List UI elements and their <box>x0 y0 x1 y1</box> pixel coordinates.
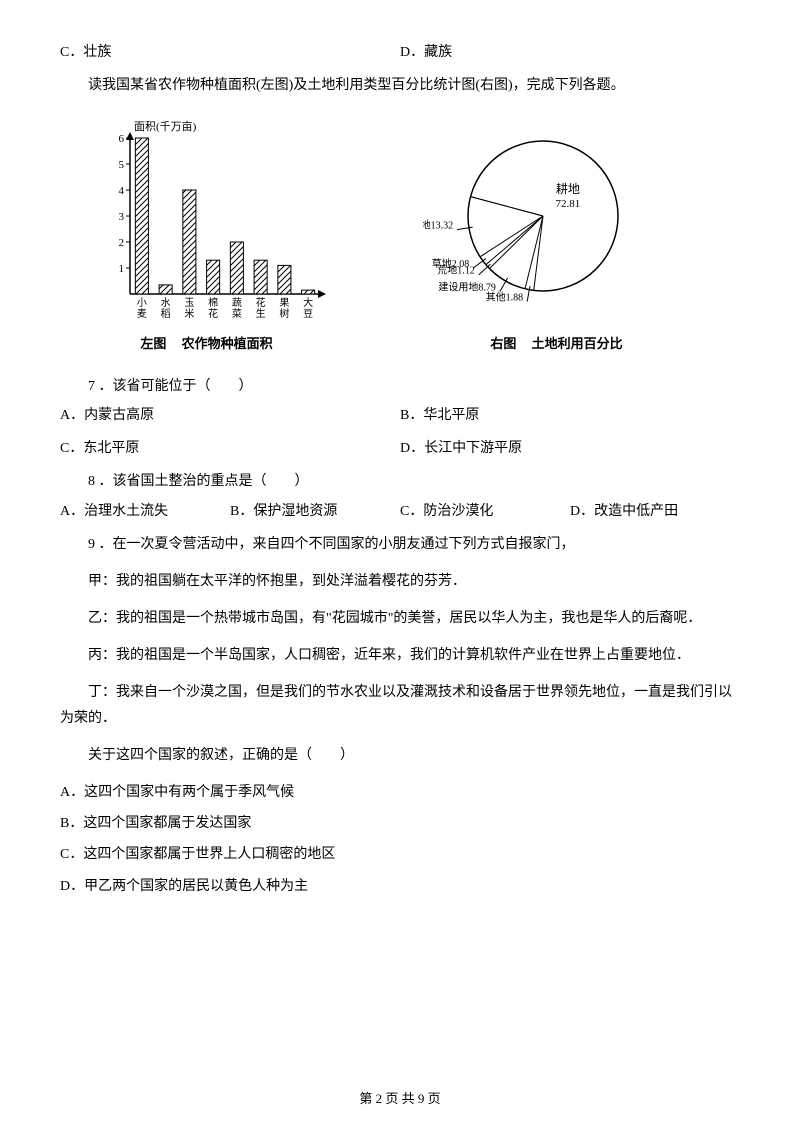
svg-text:豆: 豆 <box>303 308 313 320</box>
pie-chart-title: 右图 土地利用百分比 <box>490 332 634 355</box>
pie-chart: 耕地72.81其他1.88建设用地8.79荒地1.12草地2.08林地13.32 <box>423 116 703 326</box>
option-c: C．壮族 <box>60 40 400 65</box>
option-d: D．藏族 <box>400 40 740 65</box>
q8-c: C．防治沙漠化 <box>400 499 570 524</box>
svg-text:玉: 玉 <box>184 298 194 309</box>
svg-text:小: 小 <box>136 297 146 309</box>
svg-text:大: 大 <box>303 296 313 309</box>
svg-text:72.81: 72.81 <box>555 199 580 211</box>
q9-jia: 甲：我的祖国躺在太平洋的怀抱里，到处洋溢着樱花的芬芳． <box>60 569 740 594</box>
svg-text:麦: 麦 <box>136 308 146 320</box>
q7-b: B．华北平原 <box>400 403 740 428</box>
svg-text:2: 2 <box>118 237 124 249</box>
q9-bing: 丙：我的祖国是一个半岛国家，人口稠密，近年来，我们的计算机软件产业在世界上占重要… <box>60 643 740 668</box>
svg-text:耕地: 耕地 <box>555 182 579 197</box>
q9-ask: 关于这四个国家的叙述，正确的是（ ） <box>60 743 740 768</box>
q7-d: D．长江中下游平原 <box>400 436 740 461</box>
q9-d: D．甲乙两个国家的居民以黄色人种为主 <box>60 874 740 899</box>
svg-text:生: 生 <box>255 307 265 320</box>
svg-text:花: 花 <box>255 296 265 309</box>
svg-text:水: 水 <box>160 297 170 309</box>
q8-a: A．治理水土流失 <box>60 499 230 524</box>
q9-a: A．这四个国家中有两个属于季风气候 <box>60 780 740 805</box>
q9-b: B．这四个国家都属于发达国家 <box>60 811 740 836</box>
pie-title-left: 右图 <box>490 336 516 351</box>
q8-b: B．保护湿地资源 <box>230 499 400 524</box>
svg-text:4: 4 <box>118 185 124 197</box>
q9-c: C．这四个国家都属于世界上人口稠密的地区 <box>60 842 740 867</box>
page-footer: 第 2 页 共 9 页 <box>0 1087 800 1110</box>
bar-title-right: 农作物种植面积 <box>182 336 273 351</box>
pie-chart-box: 耕地72.81其他1.88建设用地8.79荒地1.12草地2.08林地13.32… <box>423 116 703 355</box>
svg-text:树: 树 <box>279 307 289 320</box>
svg-text:面积(千万亩): 面积(千万亩) <box>134 119 197 133</box>
svg-text:米: 米 <box>184 307 194 320</box>
svg-text:菜: 菜 <box>231 308 241 320</box>
svg-text:果: 果 <box>279 297 289 309</box>
svg-text:花: 花 <box>208 307 218 320</box>
q9-yi: 乙：我的祖国是一个热带城市岛国，有"花园城市"的美誉，居民以华人为主，我也是华人… <box>60 606 740 631</box>
svg-text:棉: 棉 <box>208 296 218 309</box>
charts-container: 面积(千万亩)123456小麦水稻玉米棉花蔬菜花生果树大豆 左图 农作物种植面积… <box>60 116 740 355</box>
svg-text:1: 1 <box>118 263 124 275</box>
q7-c: C．东北平原 <box>60 436 400 461</box>
q8-row: A．治理水土流失 B．保护湿地资源 C．防治沙漠化 D．改造中低产田 <box>60 499 740 524</box>
q8-d: D．改造中低产田 <box>570 499 740 524</box>
top-option-row: C．壮族 D．藏族 <box>60 40 740 65</box>
svg-text:5: 5 <box>118 159 124 171</box>
q9-stem: 9 ．在一次夏令营活动中，来自四个不同国家的小朋友通过下列方式自报家门， <box>60 532 740 557</box>
bar-chart: 面积(千万亩)123456小麦水稻玉米棉花蔬菜花生果树大豆 <box>98 116 328 326</box>
bar-chart-box: 面积(千万亩)123456小麦水稻玉米棉花蔬菜花生果树大豆 左图 农作物种植面积 <box>98 116 328 355</box>
svg-text:稻: 稻 <box>160 308 170 320</box>
bar-chart-title: 左图 农作物种植面积 <box>140 332 284 355</box>
svg-text:3: 3 <box>118 211 124 223</box>
svg-text:蔬: 蔬 <box>231 297 241 309</box>
pie-title-right: 土地利用百分比 <box>532 336 623 351</box>
q7-row1: A．内蒙古高原 B．华北平原 <box>60 403 740 428</box>
q9-ding: 丁：我来自一个沙漠之国，但是我们的节水农业以及灌溉技术和设备居于世界领先地位，一… <box>60 680 740 730</box>
q7-a: A．内蒙古高原 <box>60 403 400 428</box>
svg-text:建设用地8.79: 建设用地8.79 <box>438 281 496 294</box>
svg-text:林地13.32: 林地13.32 <box>423 219 453 232</box>
bar-title-left: 左图 <box>140 336 166 351</box>
q7-stem: 7 ．该省可能位于（ ） <box>60 374 740 399</box>
chart-intro: 读我国某省农作物种植面积(左图)及土地利用类型百分比统计图(右图)，完成下列各题… <box>60 73 740 98</box>
q7-row2: C．东北平原 D．长江中下游平原 <box>60 436 740 461</box>
svg-text:草地2.08: 草地2.08 <box>431 257 469 270</box>
svg-text:6: 6 <box>118 133 124 145</box>
q8-stem: 8 ．该省国土整治的重点是（ ） <box>60 469 740 494</box>
